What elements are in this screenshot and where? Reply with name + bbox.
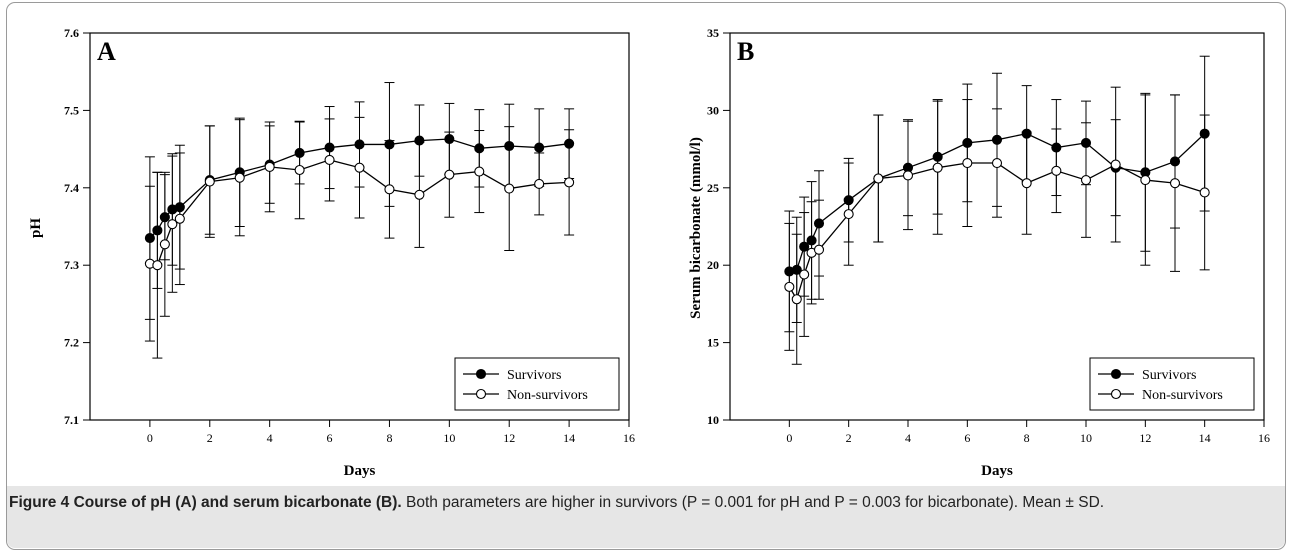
y-tick-label: 35 <box>707 26 719 40</box>
x-tick-label: 10 <box>1080 431 1092 445</box>
data-point <box>414 189 425 200</box>
y-tick-label: 7.1 <box>64 413 79 427</box>
x-tick-label: 12 <box>503 431 515 445</box>
data-point <box>1080 175 1092 186</box>
data-point <box>174 213 185 224</box>
x-axis-label: Days <box>344 463 376 479</box>
panel-label: B <box>737 37 754 66</box>
data-point <box>264 161 275 172</box>
x-tick-label: 2 <box>207 431 213 445</box>
legend-marker <box>1110 368 1122 380</box>
data-point <box>791 294 802 305</box>
y-tick-label: 30 <box>707 103 719 117</box>
data-point <box>444 169 455 180</box>
y-axis-label: pH <box>28 218 44 238</box>
y-tick-label: 7.4 <box>64 181 79 195</box>
legend-marker <box>475 368 487 380</box>
data-point <box>159 239 170 250</box>
legend-label: Survivors <box>507 368 561 383</box>
panel-a: A 0 2 4 6 8 10 12 14 16 7.1 7.2 7.3 7.4 7.5 7.6 Days pH Su… <box>28 26 635 479</box>
x-tick-label: 6 <box>327 431 333 445</box>
y-tick-label: 15 <box>707 336 719 350</box>
data-point <box>324 154 335 165</box>
series-non-survivors <box>144 116 575 359</box>
x-tick-label: 16 <box>1258 431 1270 445</box>
x-tick-label: 0 <box>147 431 153 445</box>
data-point <box>474 166 485 177</box>
legend-label: Non-survivors <box>507 388 588 403</box>
x-tick-label: 6 <box>964 431 970 445</box>
figure-frame <box>6 2 1286 550</box>
data-point <box>873 173 884 184</box>
x-tick-label: 0 <box>786 431 792 445</box>
plot-area-frame <box>89 32 630 421</box>
series-non-survivors <box>784 86 1210 365</box>
data-point <box>534 178 545 189</box>
legend: Survivors Non-survivors <box>454 357 620 411</box>
caption-title: Figure 4 Course of pH (A) and serum bica… <box>9 494 402 511</box>
data-point <box>843 209 854 220</box>
legend-label: Survivors <box>1142 368 1196 383</box>
y-axis-label: Serum bicarbonate (mmol/l) <box>688 137 704 319</box>
data-point <box>962 157 973 169</box>
data-point <box>152 260 163 271</box>
legend-box <box>454 357 620 411</box>
data-point <box>799 269 810 280</box>
data-point <box>813 244 825 255</box>
legend-marker <box>1110 388 1122 400</box>
y-tick-label: 25 <box>707 181 719 195</box>
legend-marker <box>475 388 487 400</box>
data-point <box>167 219 178 230</box>
caption-body: Both parameters are higher in survivors … <box>401 494 1105 511</box>
x-tick-label: 2 <box>846 431 852 445</box>
legend-label: Non-survivors <box>1142 388 1223 403</box>
x-tick-label: 12 <box>1139 431 1151 445</box>
y-tick-label: 20 <box>707 258 719 272</box>
data-point <box>902 170 914 181</box>
data-point <box>932 162 943 173</box>
data-point <box>1169 178 1181 189</box>
legend-box <box>1089 357 1255 411</box>
plot-area-frame <box>729 32 1265 421</box>
x-tick-label: 4 <box>267 431 273 445</box>
figure-caption: Figure 4 Course of pH (A) and serum bica… <box>9 492 1189 513</box>
data-point <box>204 176 215 187</box>
data-point <box>991 157 1003 169</box>
panel-label: A <box>97 37 116 66</box>
data-point <box>1021 178 1032 189</box>
x-tick-label: 8 <box>386 431 392 445</box>
data-point <box>534 142 545 153</box>
data-point <box>234 172 245 183</box>
y-tick-label: 7.6 <box>64 26 79 40</box>
data-point <box>784 281 795 292</box>
y-tick-label: 7.2 <box>64 336 79 350</box>
x-tick-label: 4 <box>905 431 911 445</box>
y-tick-label: 7.5 <box>64 103 79 117</box>
data-point <box>1140 175 1151 186</box>
x-tick-label: 16 <box>623 431 635 445</box>
y-tick-label: 7.3 <box>64 258 79 272</box>
data-point <box>1199 187 1210 198</box>
data-point <box>354 162 365 173</box>
x-tick-label: 14 <box>563 431 575 445</box>
x-tick-label: 14 <box>1199 431 1211 445</box>
data-point <box>1051 165 1062 176</box>
x-tick-label: 10 <box>443 431 455 445</box>
x-tick-label: 8 <box>1024 431 1030 445</box>
data-point <box>564 177 575 188</box>
data-point <box>504 183 515 194</box>
panel-b: B 0 2 4 6 8 10 12 14 16 10 15 20 25 30 35 Days Serum bica… <box>688 26 1270 479</box>
caption-bar <box>7 486 1285 548</box>
x-axis-label: Days <box>981 463 1013 479</box>
data-point <box>294 164 305 176</box>
legend: Survivors Non-survivors <box>1089 357 1255 411</box>
y-tick-label: 10 <box>707 413 719 427</box>
data-point <box>1110 159 1121 170</box>
data-point <box>384 184 395 195</box>
